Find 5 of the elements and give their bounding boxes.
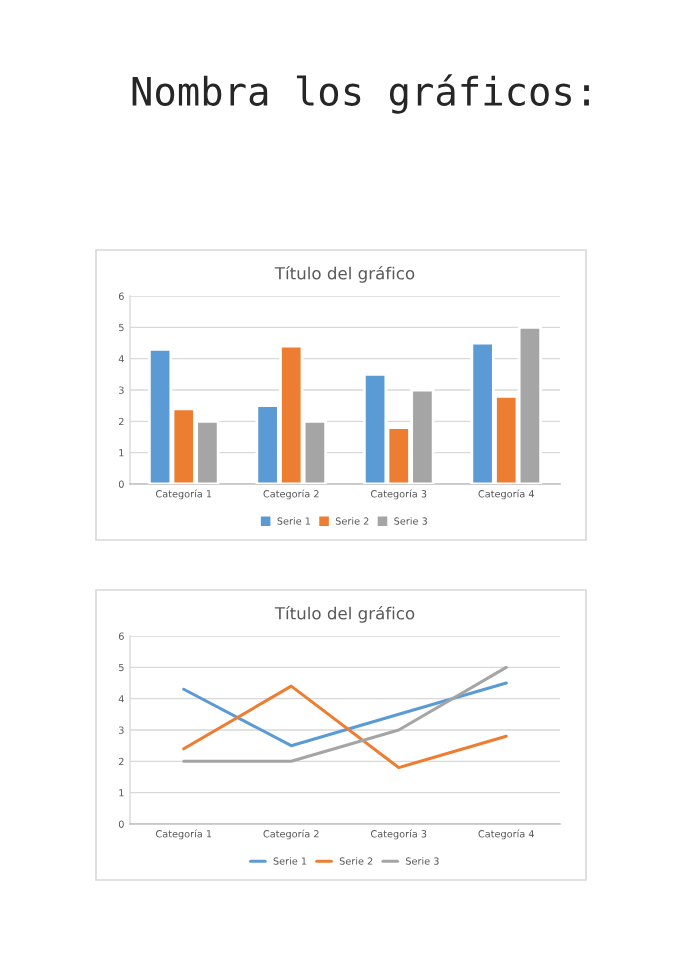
chart-title: Título del gráfico xyxy=(274,606,415,623)
text: Nombra los gráficos: xyxy=(132,74,589,114)
line-series xyxy=(182,681,508,748)
chart-title: Título del gráfico xyxy=(274,266,415,283)
line-series xyxy=(182,684,508,770)
